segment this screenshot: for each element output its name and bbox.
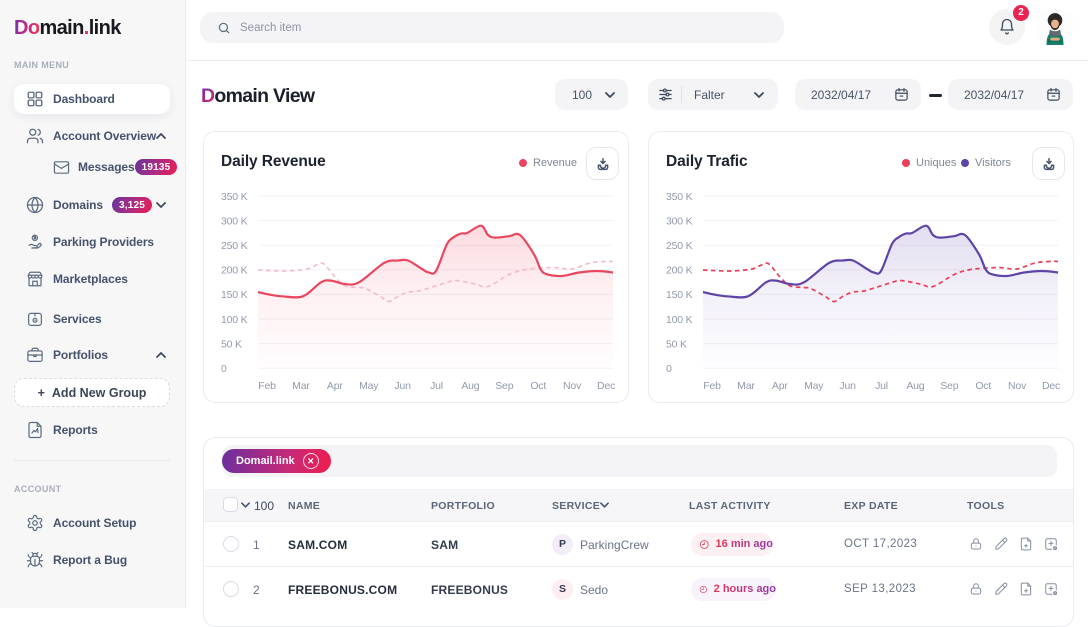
svg-text:200 K: 200 K bbox=[666, 265, 693, 277]
svg-text:100 K: 100 K bbox=[666, 314, 693, 326]
svg-text:150 K: 150 K bbox=[221, 289, 248, 301]
svg-text:Jul: Jul bbox=[875, 380, 888, 392]
svg-text:Oct: Oct bbox=[530, 380, 546, 392]
svg-text:50 K: 50 K bbox=[221, 338, 242, 350]
svg-text:Jul: Jul bbox=[430, 380, 443, 392]
svg-text:50 K: 50 K bbox=[666, 338, 687, 350]
svg-text:250 K: 250 K bbox=[221, 240, 248, 252]
svg-text:150 K: 150 K bbox=[666, 289, 693, 301]
svg-text:Feb: Feb bbox=[703, 380, 721, 392]
svg-text:350 K: 350 K bbox=[221, 191, 248, 203]
svg-text:Sep: Sep bbox=[940, 380, 958, 392]
svg-text:Apr: Apr bbox=[327, 380, 343, 392]
svg-text:250 K: 250 K bbox=[666, 240, 693, 252]
svg-text:100 K: 100 K bbox=[221, 314, 248, 326]
svg-text:Nov: Nov bbox=[563, 380, 582, 392]
svg-text:0: 0 bbox=[666, 363, 672, 375]
svg-text:Mar: Mar bbox=[292, 380, 310, 392]
svg-text:300 K: 300 K bbox=[666, 215, 693, 227]
svg-text:Feb: Feb bbox=[258, 380, 276, 392]
svg-text:Dec: Dec bbox=[597, 380, 615, 392]
svg-text:Jun: Jun bbox=[394, 380, 411, 392]
svg-text:Nov: Nov bbox=[1008, 380, 1027, 392]
svg-text:Mar: Mar bbox=[737, 380, 755, 392]
svg-text:May: May bbox=[804, 380, 824, 392]
svg-text:300 K: 300 K bbox=[221, 215, 248, 227]
svg-text:Apr: Apr bbox=[772, 380, 788, 392]
svg-text:Sep: Sep bbox=[495, 380, 513, 392]
svg-text:Jun: Jun bbox=[839, 380, 856, 392]
svg-text:Aug: Aug bbox=[461, 380, 479, 392]
svg-text:Dec: Dec bbox=[1042, 380, 1060, 392]
svg-text:200 K: 200 K bbox=[221, 265, 248, 277]
svg-text:0: 0 bbox=[221, 363, 227, 375]
svg-text:350 K: 350 K bbox=[666, 191, 693, 203]
svg-text:May: May bbox=[359, 380, 379, 392]
svg-text:Oct: Oct bbox=[975, 380, 991, 392]
svg-text:Aug: Aug bbox=[906, 380, 924, 392]
